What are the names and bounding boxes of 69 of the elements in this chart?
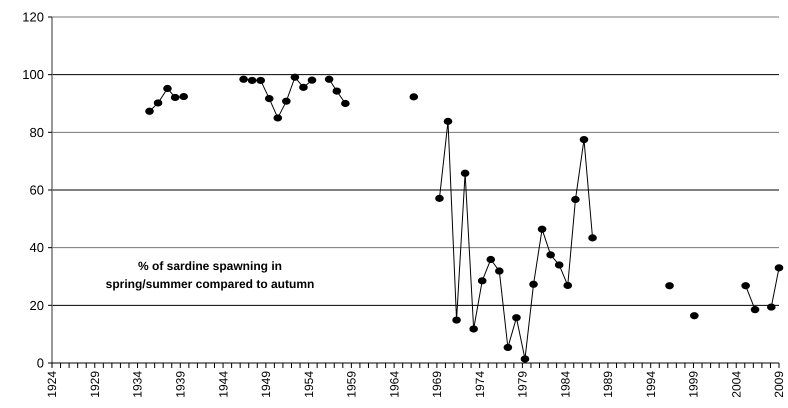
- point: [504, 344, 512, 352]
- y-tick-label: 100: [22, 67, 44, 82]
- point: [588, 234, 597, 242]
- x-tick-label: 1994: [644, 370, 658, 398]
- x-tick-label: 1949: [259, 370, 274, 398]
- point: [264, 95, 274, 102]
- point: [308, 76, 316, 84]
- point: [341, 100, 350, 108]
- point: [248, 76, 256, 84]
- point: [554, 261, 564, 269]
- point: [290, 74, 300, 81]
- point: [741, 282, 750, 290]
- point: [145, 108, 154, 115]
- point: [529, 280, 538, 288]
- point: [170, 94, 180, 102]
- point: [571, 196, 580, 204]
- y-tick-label: 120: [22, 10, 44, 25]
- point: [460, 170, 470, 177]
- x-tick-label: 1969: [430, 370, 444, 398]
- point: [409, 93, 418, 100]
- point: [495, 267, 504, 275]
- point: [299, 84, 308, 91]
- y-tick-label: 60: [30, 182, 44, 198]
- point: [282, 98, 291, 105]
- x-tick-label: 2004: [729, 370, 744, 398]
- point: [563, 282, 572, 290]
- point: [239, 76, 248, 83]
- point: [774, 264, 784, 272]
- point: [538, 226, 546, 233]
- x-tick-label: 1974: [472, 370, 487, 398]
- y-tick-label: 20: [30, 298, 44, 313]
- point: [478, 277, 487, 284]
- point: [580, 136, 588, 144]
- point: [665, 282, 674, 290]
- point: [163, 84, 172, 92]
- point: [690, 312, 699, 320]
- y-tick-label: 80: [30, 124, 44, 140]
- point: [546, 251, 555, 258]
- x-tick-label: 1959: [344, 370, 359, 398]
- point: [154, 99, 162, 107]
- y-tick-label: 40: [30, 240, 44, 256]
- point: [512, 314, 521, 322]
- point: [179, 92, 188, 100]
- point: [444, 118, 452, 125]
- x-tick-label: 1964: [387, 370, 402, 398]
- point: [435, 194, 444, 202]
- point: [274, 114, 282, 122]
- x-tick-label: 1934: [130, 370, 145, 398]
- x-tick-label: 1939: [173, 370, 188, 398]
- x-tick-label: 1924: [45, 370, 60, 398]
- point: [486, 256, 496, 264]
- point: [767, 303, 776, 311]
- point: [469, 325, 478, 333]
- point: [256, 76, 265, 84]
- y-tick-label: 0: [36, 356, 44, 371]
- point: [452, 316, 461, 324]
- x-tick-label: 2009: [772, 370, 786, 398]
- x-tick-label: 1979: [516, 370, 530, 398]
- point: [324, 76, 334, 83]
- point: [332, 88, 342, 95]
- x-tick-label: 1984: [558, 370, 572, 398]
- x-tick-label: 1954: [302, 370, 316, 398]
- x-tick-label: 1944: [216, 370, 230, 398]
- x-tick-label: 1999: [686, 370, 701, 398]
- annotation: % of sardine spawning in spring/summer compared to autumn: [106, 259, 314, 291]
- point: [750, 306, 760, 314]
- point: [520, 355, 530, 363]
- x-tick-label: 1929: [88, 370, 102, 398]
- x-tick-label: 1989: [601, 370, 616, 398]
